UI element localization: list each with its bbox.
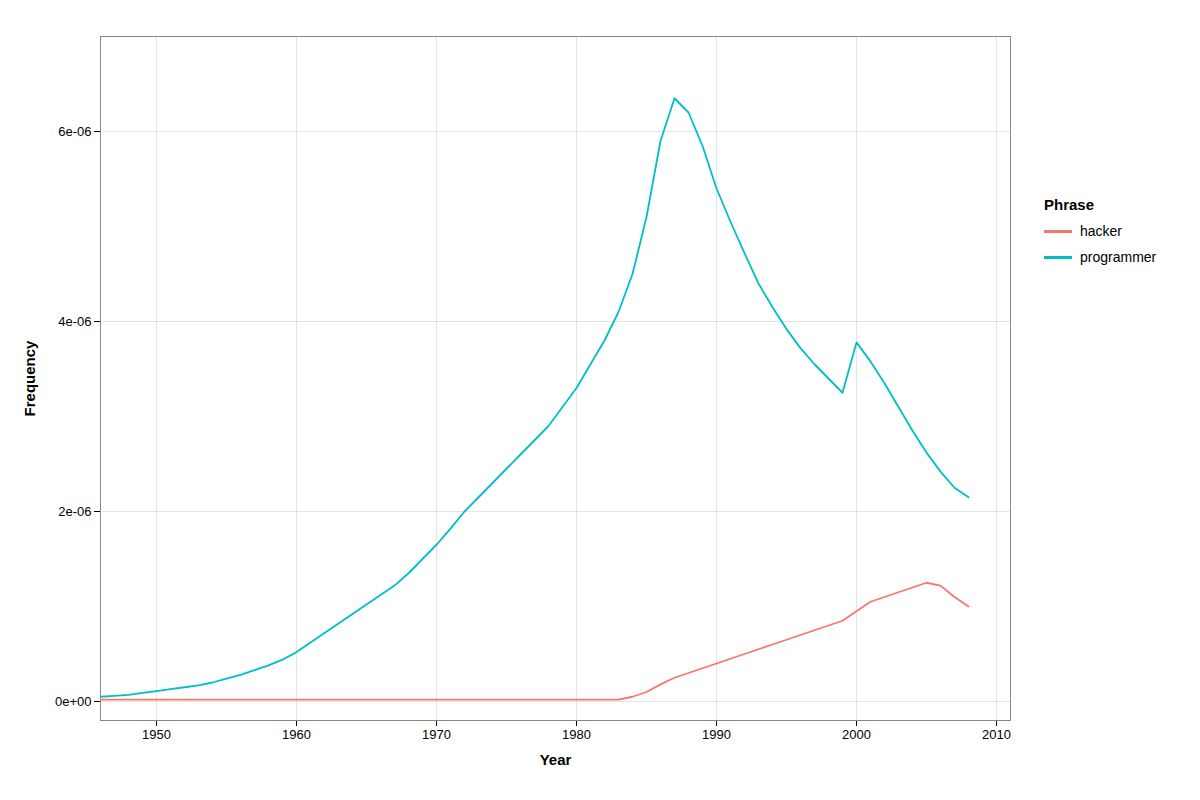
svg-text:1990: 1990	[702, 727, 731, 742]
svg-text:4e-06: 4e-06	[58, 314, 91, 329]
svg-text:Year: Year	[540, 751, 572, 768]
svg-text:1950: 1950	[142, 727, 171, 742]
html-text:hacker: hacker	[1080, 223, 1122, 239]
svg-text:1980: 1980	[562, 727, 591, 742]
svg-text:1960: 1960	[282, 727, 311, 742]
svg-text:2e-06: 2e-06	[58, 504, 91, 519]
svg-text:1970: 1970	[422, 727, 451, 742]
svg-text:0e+00: 0e+00	[55, 694, 92, 709]
svg-text:2010: 2010	[982, 727, 1011, 742]
svg-text:Frequency: Frequency	[21, 340, 38, 417]
svg-text:6e-06: 6e-06	[58, 124, 91, 139]
svg-text:2000: 2000	[842, 727, 871, 742]
html-text:programmer: programmer	[1080, 249, 1157, 265]
html-text:Phrase: Phrase	[1044, 196, 1094, 213]
